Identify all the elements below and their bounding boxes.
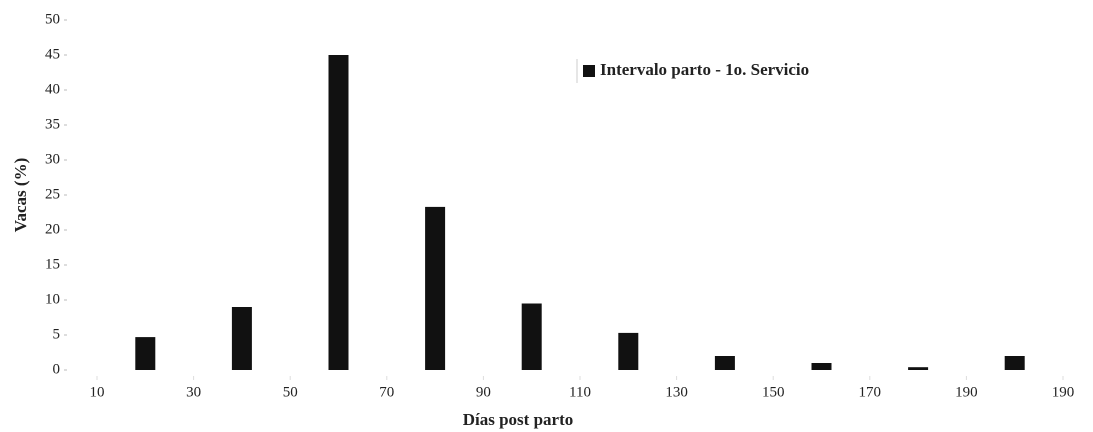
y-tick-label: 0 [53,361,61,377]
y-tick-label: 10 [45,291,60,307]
x-tick-label: 150 [762,384,785,400]
y-tick-label: 45 [45,46,60,62]
legend-label: Intervalo parto - 1o. Servicio [600,60,809,79]
bar [425,206,446,370]
x-tick-label: 130 [665,384,688,400]
x-tick-label: 70 [379,384,394,400]
bar [618,332,639,370]
bar [908,367,929,370]
y-tick-label: 5 [53,326,61,342]
bar [328,55,349,370]
y-tick-label: 30 [45,151,60,167]
bar [521,303,542,370]
x-tick-label: 110 [569,384,591,400]
y-tick-label: 15 [45,256,60,272]
y-tick-label: 40 [45,81,60,97]
y-tick-label: 25 [45,186,60,202]
x-tick-label: 190 [955,384,978,400]
bar [811,363,832,370]
y-tick-label: 20 [45,221,60,237]
bar [1004,356,1025,370]
x-axis-title: Días post parto [463,410,574,429]
x-tick-label: 90 [476,384,491,400]
y-tick-label: 50 [45,11,60,27]
legend-swatch [583,65,595,77]
bar [231,307,252,370]
x-tick-label: 30 [186,384,201,400]
x-tick-label: 190 [1052,384,1075,400]
y-axis-title: Vacas (%) [11,158,30,232]
x-tick-label: 170 [859,384,882,400]
x-tick-label: 10 [90,384,105,400]
bar [135,337,156,370]
y-tick-label: 35 [45,116,60,132]
bar [714,356,735,370]
x-tick-label: 50 [283,384,298,400]
